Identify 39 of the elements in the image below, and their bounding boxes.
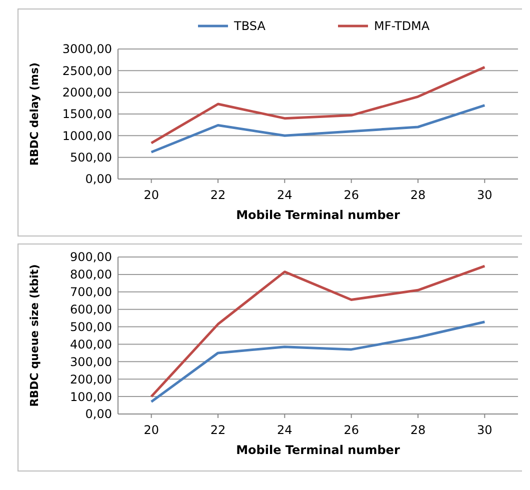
y-tick-label: 800,00 bbox=[70, 268, 112, 282]
legend-label: TBSA bbox=[233, 19, 266, 34]
x-axis-title: Mobile Terminal number bbox=[236, 208, 400, 222]
y-tick-label: 700,00 bbox=[70, 285, 112, 300]
y-tick-label: 0,00 bbox=[85, 172, 112, 186]
y-tick-label: 200,00 bbox=[70, 372, 112, 386]
y-tick-label: 100,00 bbox=[70, 390, 112, 404]
y-axis-title: RBDC delay (ms) bbox=[28, 62, 41, 166]
x-tick-label: 26 bbox=[344, 188, 359, 202]
x-tick-label: 28 bbox=[410, 423, 426, 437]
x-tick-label: 20 bbox=[144, 423, 159, 437]
y-tick-label: 400,00 bbox=[70, 337, 112, 352]
y-axis-title: RBDC queue size (kbit) bbox=[28, 264, 41, 407]
y-tick-label: 0,00 bbox=[85, 407, 112, 422]
y-tick-label: 1500,00 bbox=[62, 107, 112, 122]
y-tick-label: 3000,00 bbox=[62, 42, 112, 56]
x-tick-label: 22 bbox=[210, 423, 226, 437]
y-tick-label: 300,00 bbox=[70, 354, 112, 369]
y-tick-label: 600,00 bbox=[70, 302, 112, 317]
y-tick-label: 1000,00 bbox=[62, 128, 112, 143]
legend-label: MF-TDMA bbox=[374, 19, 430, 34]
x-tick-label: 20 bbox=[144, 188, 159, 202]
x-tick-label: 30 bbox=[477, 188, 492, 202]
x-tick-label: 24 bbox=[277, 423, 292, 437]
line-series bbox=[150, 264, 486, 398]
line-series bbox=[150, 104, 486, 154]
y-tick-label: 2000,00 bbox=[62, 86, 112, 100]
x-axis-title: Mobile Terminal number bbox=[236, 443, 400, 457]
x-tick-label: 28 bbox=[410, 188, 426, 202]
line-series bbox=[150, 320, 486, 404]
x-tick-label: 26 bbox=[344, 423, 359, 437]
x-tick-label: 30 bbox=[477, 423, 492, 437]
x-tick-label: 24 bbox=[277, 188, 292, 202]
y-tick-label: 500,00 bbox=[70, 320, 112, 334]
y-tick-label: 500,00 bbox=[70, 150, 112, 165]
y-tick-label: 900,00 bbox=[70, 250, 112, 264]
x-tick-label: 22 bbox=[210, 188, 226, 202]
line-series bbox=[150, 66, 486, 144]
y-tick-label: 2500,00 bbox=[62, 64, 112, 78]
